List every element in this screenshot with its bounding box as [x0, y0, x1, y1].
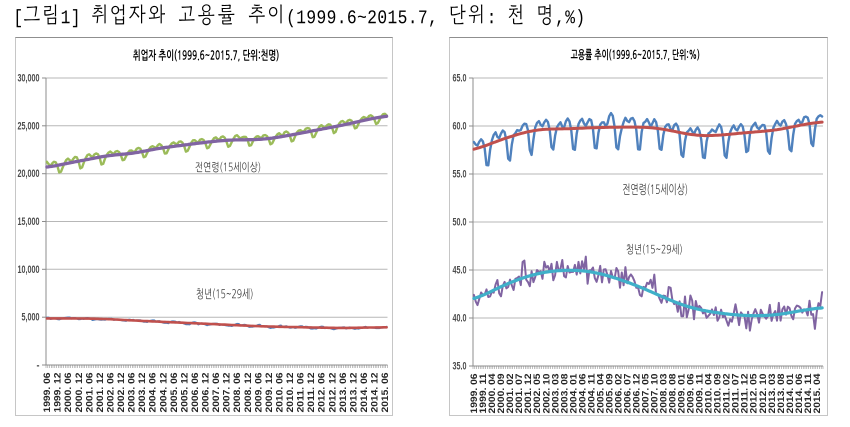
svg-text:2015. 04: 2015. 04: [812, 373, 823, 414]
svg-text:2013. 03: 2013. 03: [767, 374, 778, 414]
svg-text:2014. 06: 2014. 06: [359, 373, 370, 413]
svg-text:2010. 09: 2010. 09: [713, 374, 724, 414]
svg-text:2003. 03: 2003. 03: [550, 374, 561, 414]
svg-text:2001. 12: 2001. 12: [95, 373, 106, 413]
svg-text:2008. 12: 2008. 12: [243, 373, 254, 413]
svg-text:2002. 05: 2002. 05: [532, 373, 543, 414]
svg-text:10,000: 10,000: [18, 264, 40, 276]
svg-text:2010. 12: 2010. 12: [285, 373, 296, 413]
svg-text:2011. 07: 2011. 07: [731, 374, 742, 414]
svg-text:2000. 12: 2000. 12: [74, 373, 85, 413]
svg-text:2010. 04: 2010. 04: [704, 373, 715, 414]
svg-text:30,000: 30,000: [18, 73, 40, 85]
svg-text:2005. 09: 2005. 09: [604, 374, 615, 414]
svg-text:2001. 12: 2001. 12: [523, 374, 534, 414]
svg-text:2006. 06: 2006. 06: [190, 373, 201, 413]
svg-text:2004. 06: 2004. 06: [148, 373, 159, 413]
svg-text:25,000: 25,000: [18, 120, 40, 132]
svg-text:2009. 06: 2009. 06: [686, 374, 697, 414]
svg-text:2000. 09: 2000. 09: [496, 374, 507, 414]
svg-text:55.0: 55.0: [453, 169, 467, 181]
svg-text:2008. 06: 2008. 06: [232, 373, 243, 413]
svg-text:2012. 06: 2012. 06: [317, 373, 328, 413]
svg-text:2002. 10: 2002. 10: [541, 374, 552, 414]
svg-text:1999. 11: 1999. 11: [478, 373, 489, 414]
svg-text:20,000: 20,000: [18, 168, 40, 180]
svg-text:2004. 11: 2004. 11: [586, 373, 597, 414]
svg-text:2012. 05: 2012. 05: [749, 373, 760, 414]
svg-text:2009. 12: 2009. 12: [264, 373, 275, 413]
svg-text:2013. 08: 2013. 08: [776, 374, 787, 414]
svg-text:2005. 12: 2005. 12: [179, 373, 190, 413]
svg-text:2002. 06: 2002. 06: [106, 373, 117, 413]
svg-text:2015. 06: 2015. 06: [380, 373, 391, 413]
svg-text:60.0: 60.0: [453, 121, 467, 133]
svg-text:2007. 05: 2007. 05: [641, 373, 652, 414]
svg-text:2011. 12: 2011. 12: [740, 374, 751, 414]
svg-text:2014. 11: 2014. 11: [803, 373, 814, 414]
svg-text:2005. 04: 2005. 04: [595, 373, 606, 414]
svg-text:2013. 12: 2013. 12: [348, 373, 359, 413]
svg-text:2010. 06: 2010. 06: [274, 373, 285, 413]
svg-text:2001. 06: 2001. 06: [84, 373, 95, 413]
svg-text:2006. 02: 2006. 02: [613, 374, 624, 414]
svg-text:45.0: 45.0: [453, 265, 467, 277]
svg-text:2003. 12: 2003. 12: [137, 373, 148, 413]
svg-text:2009. 11: 2009. 11: [695, 373, 706, 414]
svg-text:1999. 06: 1999. 06: [469, 374, 480, 414]
svg-text:2014. 01: 2014. 01: [785, 373, 796, 414]
svg-text:1999. 12: 1999. 12: [53, 373, 64, 413]
svg-text:2006. 07: 2006. 07: [623, 374, 634, 414]
svg-text:2004. 06: 2004. 06: [577, 374, 588, 414]
svg-text:2002. 12: 2002. 12: [116, 373, 127, 413]
svg-text:2003. 08: 2003. 08: [559, 374, 570, 414]
svg-text:40.0: 40.0: [453, 313, 467, 325]
svg-text:2001. 02: 2001. 02: [505, 374, 516, 414]
svg-text:2012. 12: 2012. 12: [327, 373, 338, 413]
svg-text:2003. 06: 2003. 06: [127, 373, 138, 413]
svg-text:2009. 01: 2009. 01: [677, 373, 688, 414]
svg-text:2005. 06: 2005. 06: [169, 373, 180, 413]
svg-text:2000. 06: 2000. 06: [63, 373, 74, 413]
svg-text:2009. 06: 2009. 06: [253, 373, 264, 413]
svg-text:2008. 08: 2008. 08: [668, 374, 679, 414]
svg-text:2004. 12: 2004. 12: [158, 373, 169, 413]
svg-text:2013. 06: 2013. 06: [338, 373, 349, 413]
svg-text:2014. 06: 2014. 06: [794, 374, 805, 414]
svg-text:2006. 12: 2006. 12: [632, 374, 643, 414]
svg-text:2011. 06: 2011. 06: [296, 373, 307, 413]
svg-text:1999. 06: 1999. 06: [42, 373, 53, 413]
svg-text:2007. 06: 2007. 06: [211, 373, 222, 413]
svg-text:65.0: 65.0: [453, 73, 467, 85]
svg-text:2007. 12: 2007. 12: [222, 373, 233, 413]
svg-text:2011. 02: 2011. 02: [722, 374, 733, 414]
svg-text:2006. 12: 2006. 12: [201, 373, 212, 413]
svg-text:-: -: [37, 360, 40, 372]
svg-text:2000. 04: 2000. 04: [487, 373, 498, 414]
svg-text:2014. 12: 2014. 12: [370, 373, 381, 413]
svg-text:15,000: 15,000: [18, 216, 40, 228]
svg-text:2007. 10: 2007. 10: [650, 374, 661, 414]
svg-text:35.0: 35.0: [453, 361, 467, 373]
svg-text:50.0: 50.0: [453, 217, 467, 229]
svg-text:2001. 07: 2001. 07: [514, 374, 525, 414]
svg-text:2012. 10: 2012. 10: [758, 374, 769, 414]
svg-text:2004. 01: 2004. 01: [568, 373, 579, 414]
svg-text:2011. 12: 2011. 12: [306, 373, 317, 413]
svg-text:5,000: 5,000: [22, 312, 40, 324]
svg-text:2008. 03: 2008. 03: [659, 374, 670, 414]
